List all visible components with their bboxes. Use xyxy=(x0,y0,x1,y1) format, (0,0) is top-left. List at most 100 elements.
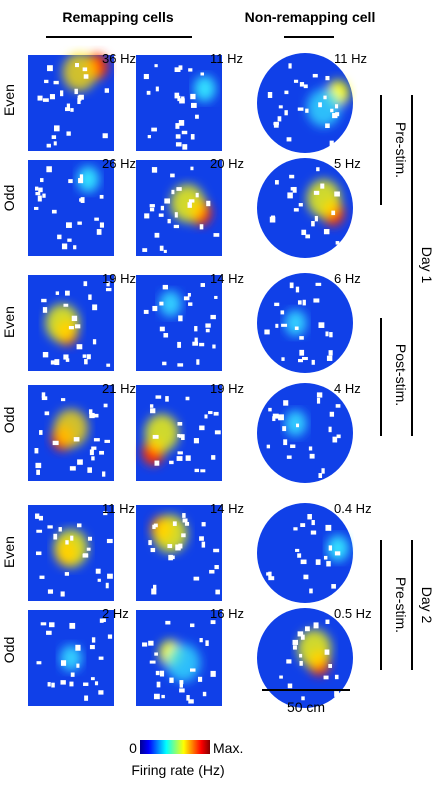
unvisited-bin xyxy=(53,80,59,85)
unvisited-bin xyxy=(205,323,211,328)
unvisited-bin xyxy=(318,102,322,108)
unvisited-bin xyxy=(77,221,82,225)
unvisited-bin xyxy=(55,291,60,295)
unvisited-bin xyxy=(295,548,300,552)
unvisited-bin xyxy=(64,572,70,576)
unvisited-bin xyxy=(37,195,42,202)
firing-field xyxy=(159,290,182,317)
unvisited-bin xyxy=(99,450,105,455)
unvisited-bin xyxy=(174,212,178,218)
unvisited-bin xyxy=(177,422,183,426)
unvisited-bin xyxy=(83,682,89,686)
unvisited-bin xyxy=(87,536,92,541)
unvisited-bin xyxy=(313,190,320,195)
peak-rate-label: 6 Hz xyxy=(334,271,361,286)
unvisited-bin xyxy=(174,92,180,99)
unvisited-bin xyxy=(80,197,85,203)
unvisited-bin xyxy=(103,511,108,516)
unvisited-bin xyxy=(169,460,174,465)
unvisited-bin xyxy=(296,423,300,428)
unvisited-bin xyxy=(47,65,53,72)
unvisited-bin xyxy=(65,540,69,545)
unvisited-bin xyxy=(57,234,62,240)
unvisited-bin xyxy=(186,695,190,701)
unvisited-bin xyxy=(177,341,182,348)
unvisited-bin xyxy=(210,314,216,320)
unvisited-bin xyxy=(49,622,55,628)
unvisited-bin xyxy=(65,107,71,112)
unvisited-bin xyxy=(292,186,297,193)
unvisited-bin xyxy=(41,298,47,303)
rate-map xyxy=(28,385,114,481)
unvisited-bin xyxy=(199,425,205,431)
peak-rate-label: 5 Hz xyxy=(334,156,361,171)
unvisited-bin xyxy=(298,358,303,363)
unvisited-bin xyxy=(97,578,101,582)
unvisited-bin xyxy=(179,688,185,693)
unvisited-bin xyxy=(78,178,84,184)
unvisited-bin xyxy=(68,325,74,330)
unvisited-bin xyxy=(51,209,57,214)
unvisited-bin xyxy=(316,397,321,404)
unvisited-bin xyxy=(159,670,165,677)
unvisited-bin xyxy=(190,93,196,100)
unvisited-bin xyxy=(47,525,53,529)
unvisited-bin xyxy=(52,440,59,446)
peak-rate-label: 2 Hz xyxy=(102,606,129,621)
unvisited-bin xyxy=(335,241,340,245)
peak-rate-label: 14 Hz xyxy=(210,501,244,516)
unvisited-bin xyxy=(331,210,336,216)
row-label-odd-3: Odd xyxy=(1,637,17,663)
unvisited-bin xyxy=(195,114,199,119)
unvisited-bin xyxy=(82,354,87,358)
firing-field xyxy=(77,166,100,193)
unvisited-bin xyxy=(194,468,200,473)
peak-rate-label: 19 Hz xyxy=(102,271,136,286)
unvisited-bin xyxy=(159,245,164,251)
unvisited-bin xyxy=(65,358,70,362)
unvisited-bin xyxy=(299,82,305,87)
unvisited-bin xyxy=(67,238,72,242)
unvisited-bin xyxy=(163,333,169,338)
unvisited-bin xyxy=(150,547,156,553)
unvisited-bin xyxy=(195,192,199,198)
row-label-even-1: Even xyxy=(1,84,17,116)
unvisited-bin xyxy=(152,434,159,439)
unvisited-bin xyxy=(214,295,218,299)
unvisited-bin xyxy=(279,675,283,679)
unvisited-bin xyxy=(173,224,180,229)
unvisited-bin xyxy=(89,644,95,650)
unvisited-bin xyxy=(165,396,169,402)
unvisited-bin xyxy=(89,412,95,419)
unvisited-bin xyxy=(161,694,165,699)
unvisited-bin xyxy=(92,339,97,345)
peak-rate-labels: 36 Hz 11 Hz 11 Hz 26 Hz 20 Hz 5 Hz 19 Hz 14 Hz 6… xyxy=(102,51,372,621)
unvisited-bin xyxy=(323,95,327,100)
unvisited-bin xyxy=(213,411,219,416)
unvisited-bin xyxy=(290,187,295,191)
unvisited-bin xyxy=(177,95,181,102)
unvisited-bin xyxy=(75,63,80,68)
unvisited-bin xyxy=(323,229,330,235)
unvisited-bin xyxy=(214,430,221,435)
unvisited-bin xyxy=(204,414,208,419)
unvisited-bin xyxy=(283,439,288,446)
unvisited-bin xyxy=(268,407,272,412)
unvisited-bin xyxy=(84,695,89,701)
rate-map xyxy=(136,385,222,481)
unvisited-bin xyxy=(181,434,185,441)
unvisited-bin xyxy=(63,354,69,360)
rate-map xyxy=(136,55,222,151)
unvisited-bin xyxy=(300,559,307,565)
peak-rate-label: 21 Hz xyxy=(102,381,136,396)
unvisited-bin xyxy=(287,683,293,689)
firing-field xyxy=(144,414,179,452)
unvisited-bin xyxy=(46,166,52,173)
unvisited-bin xyxy=(181,130,188,135)
day1-post-label: Post-stim. xyxy=(393,344,409,406)
unvisited-bin xyxy=(154,652,158,656)
unvisited-bin xyxy=(74,88,78,95)
firing-field xyxy=(54,409,88,448)
unvisited-bin xyxy=(313,298,320,303)
unvisited-bin xyxy=(154,232,160,238)
